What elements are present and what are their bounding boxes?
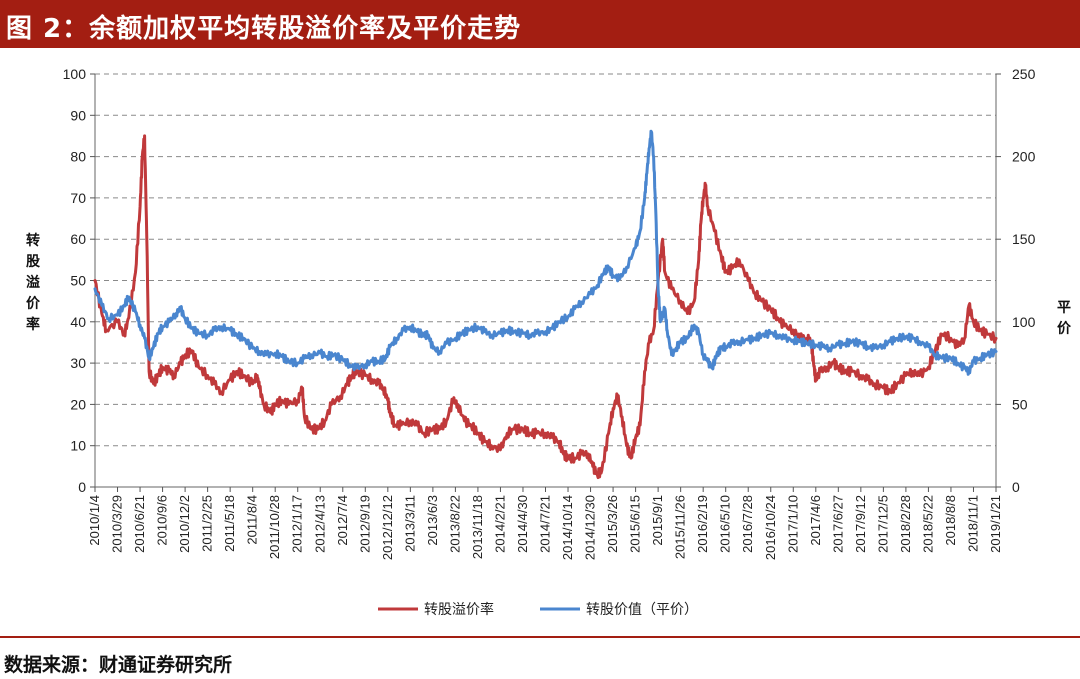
legend-label: 转股价值（平价） [586, 602, 698, 618]
footer-rule [0, 636, 1080, 638]
right-axis-label: 平价 [1057, 300, 1072, 337]
series-lines [93, 129, 998, 480]
x-tick-label: 2012/12/12 [380, 495, 395, 560]
x-tick-label: 2010/6/21 [132, 495, 147, 553]
x-tick-label: 2013/6/3 [425, 495, 440, 546]
x-tick-label: 2017/1/10 [785, 495, 800, 553]
left-tick-label: 90 [70, 107, 86, 123]
x-tick-label: 2012/4/13 [312, 495, 327, 553]
x-tick-label: 2012/1/17 [290, 495, 305, 553]
left-axis-ticks: 0 10 20 30 40 50 60 70 80 90 100 [63, 66, 95, 495]
x-tick-label: 2014/10/14 [560, 495, 575, 560]
x-tick-label: 2017/4/6 [808, 495, 823, 546]
x-tick-label: 2018/5/22 [920, 495, 935, 553]
left-axis-label-char: 股 [26, 254, 41, 270]
left-tick-label: 10 [70, 438, 86, 454]
grid [95, 73, 996, 447]
left-axis-label-char: 转 [26, 232, 40, 249]
x-tick-label: 2010/12/2 [177, 495, 192, 553]
left-tick-label: 0 [78, 479, 86, 495]
x-tick-label: 2016/5/10 [718, 495, 733, 553]
right-tick-label: 200 [1012, 149, 1036, 165]
right-tick-label: 250 [1012, 66, 1036, 82]
legend: 转股溢价率 转股价值（平价） [378, 601, 698, 618]
series-line-2 [93, 129, 998, 376]
x-tick-label: 2017/12/5 [875, 495, 890, 553]
left-axis-label-char: 率 [26, 316, 40, 333]
left-tick-label: 40 [70, 314, 86, 330]
x-tick-label: 2011/2/25 [200, 495, 215, 552]
x-tick-label: 2012/7/4 [335, 495, 350, 546]
x-tick-label: 2015/9/1 [650, 495, 665, 546]
right-tick-label: 150 [1012, 231, 1036, 247]
right-axis-ticks: 0 50 100 150 200 250 [996, 66, 1036, 495]
x-tick-label: 2014/2/21 [492, 495, 507, 553]
left-tick-label: 70 [70, 190, 86, 206]
x-tick-label: 2018/8/8 [943, 495, 958, 546]
x-tick-label: 2011/8/4 [245, 495, 260, 545]
x-tick-label: 2015/6/15 [628, 495, 643, 553]
x-tick-label: 2011/10/28 [267, 495, 282, 559]
x-tick-label: 2013/11/18 [470, 495, 485, 559]
x-tick-label: 2016/2/19 [695, 495, 710, 553]
figure-title: 图 2：余额加权平均转股溢价率及平价走势 [6, 14, 522, 44]
x-tick-label: 2011/5/18 [222, 495, 237, 552]
x-tick-label: 2016/10/24 [763, 495, 778, 560]
x-tick-label: 2014/4/30 [515, 495, 530, 553]
left-axis-label-char: 价 [26, 296, 41, 312]
x-tick-label: 2018/2/28 [898, 495, 913, 553]
right-tick-label: 0 [1012, 479, 1020, 495]
x-tick-label: 2017/9/12 [853, 495, 868, 553]
x-tick-label: 2013/8/22 [447, 495, 462, 553]
x-tick-label: 2010/1/4 [87, 495, 102, 546]
x-tick-label: 2018/11/1 [965, 495, 980, 552]
left-tick-label: 100 [63, 66, 87, 82]
x-tick-label: 2010/9/6 [155, 495, 170, 546]
left-tick-label: 20 [70, 396, 86, 412]
legend-label: 转股溢价率 [424, 601, 494, 618]
left-tick-label: 60 [70, 231, 86, 247]
x-tick-label: 2013/3/11 [402, 495, 417, 552]
x-tick-label: 2015/3/26 [605, 495, 620, 553]
right-tick-label: 100 [1012, 314, 1036, 330]
series-line-1 [93, 134, 998, 480]
chart: 0 10 20 30 40 50 60 70 80 90 100 0 50 100 150 200 250 2… [26, 66, 1072, 618]
left-axis-label: 转股溢价率 [26, 232, 41, 333]
left-tick-label: 50 [70, 273, 86, 289]
right-axis-label-char: 价 [1057, 321, 1072, 337]
x-axis-ticks: 2010/1/4 2010/3/29 2010/6/21 2010/9/6 2010/1… [87, 487, 1003, 560]
left-axis-label-char: 溢 [26, 274, 40, 291]
x-tick-label: 2015/11/26 [673, 495, 688, 559]
x-tick-label: 2010/3/29 [110, 495, 125, 553]
x-tick-label: 2012/9/19 [357, 495, 372, 553]
right-tick-label: 50 [1012, 396, 1028, 412]
left-tick-label: 30 [70, 355, 86, 371]
title-bar: 图 2：余额加权平均转股溢价率及平价走势 [0, 0, 1080, 48]
x-tick-label: 2014/7/21 [538, 495, 553, 553]
x-tick-label: 2019/1/21 [988, 495, 1003, 553]
right-axis-label-char: 平 [1057, 300, 1071, 316]
x-tick-label: 2017/6/27 [830, 495, 845, 553]
x-tick-label: 2016/7/28 [740, 495, 755, 553]
left-tick-label: 80 [70, 149, 86, 165]
x-tick-label: 2014/12/30 [583, 495, 598, 560]
data-source: 数据来源：财通证券研究所 [4, 654, 233, 676]
